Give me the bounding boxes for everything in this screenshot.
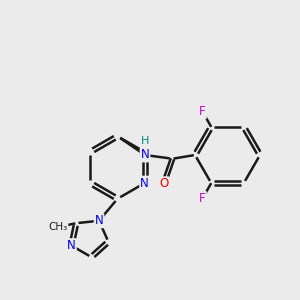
Text: F: F [199,105,206,118]
Text: O: O [159,177,168,190]
Text: F: F [199,192,206,205]
Text: CH₃: CH₃ [48,222,68,232]
Text: N: N [140,177,149,190]
Text: N: N [67,239,76,252]
Text: N: N [141,148,149,161]
Text: H: H [141,136,149,146]
Text: N: N [94,214,103,227]
Text: H: H [141,150,149,160]
